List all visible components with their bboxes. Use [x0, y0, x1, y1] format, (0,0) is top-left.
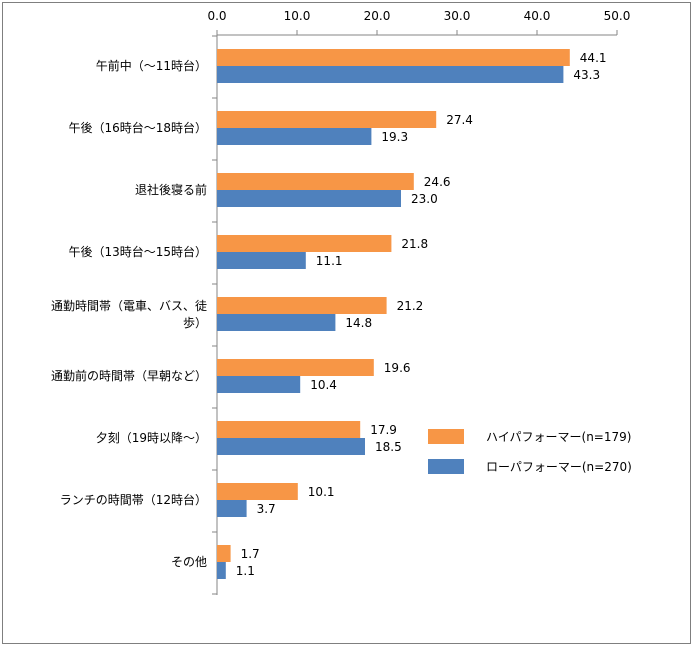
data-label: 14.8 [345, 316, 372, 330]
data-label: 1.7 [241, 547, 260, 561]
bar [217, 562, 226, 579]
category-label: ランチの時間帯（12時台） [60, 492, 207, 507]
data-label: 19.6 [384, 361, 411, 375]
bar [217, 438, 365, 455]
data-label: 1.1 [236, 564, 255, 578]
data-label: 44.1 [580, 51, 607, 65]
category-label-line: 歩） [183, 315, 207, 330]
category-label: 午後（13時台～15時台） [68, 244, 207, 259]
category-label: 午前中（～11時台） [96, 58, 207, 73]
bar [217, 252, 306, 269]
bar [217, 314, 336, 331]
data-label: 18.5 [375, 440, 402, 454]
bar [217, 173, 414, 190]
category-label-line: 通勤時間帯（電車、バス、徒 [51, 299, 207, 313]
data-label: 21.8 [401, 237, 428, 251]
category-label: 通勤前の時間帯（早朝など） [51, 368, 207, 383]
bar [217, 235, 392, 252]
data-label: 11.1 [316, 254, 343, 268]
x-tick-label: 50.0 [604, 9, 631, 23]
bar [217, 483, 298, 500]
legend-label: ローパフォーマー(n=270) [486, 460, 632, 474]
data-label: 27.4 [446, 113, 473, 127]
data-label: 10.1 [308, 485, 335, 499]
bar [217, 376, 301, 393]
legend-swatch [428, 459, 464, 474]
x-tick-label: 20.0 [364, 9, 391, 23]
data-label: 43.3 [573, 68, 600, 82]
bar [217, 359, 374, 376]
data-label: 19.3 [381, 130, 408, 144]
x-tick-label: 30.0 [444, 9, 471, 23]
data-label: 3.7 [257, 502, 276, 516]
category-label: 通勤時間帯（電車、バス、徒歩） [51, 299, 207, 330]
bar [217, 500, 247, 517]
bar [217, 49, 570, 66]
bar [217, 128, 372, 145]
category-label: その他 [171, 555, 207, 569]
data-label: 21.2 [397, 299, 424, 313]
legend-label: ハイパフォーマー(n=179) [486, 430, 631, 444]
x-tick-label: 40.0 [524, 9, 551, 23]
bar [217, 111, 437, 128]
data-label: 23.0 [411, 192, 438, 206]
category-label: 午後（16時台～18時台） [68, 120, 207, 135]
bar [217, 421, 361, 438]
bar [217, 297, 387, 314]
category-label: 退社後寝る前 [135, 182, 207, 197]
legend-swatch [428, 429, 464, 444]
category-label: 夕刻（19時以降～） [96, 431, 207, 445]
data-label: 17.9 [370, 423, 397, 437]
bar [217, 66, 564, 83]
data-label: 24.6 [424, 175, 451, 189]
x-tick-label: 10.0 [284, 9, 311, 23]
x-tick-label: 0.0 [207, 9, 226, 23]
bar [217, 190, 401, 207]
bar [217, 545, 231, 562]
data-label: 10.4 [310, 378, 337, 392]
